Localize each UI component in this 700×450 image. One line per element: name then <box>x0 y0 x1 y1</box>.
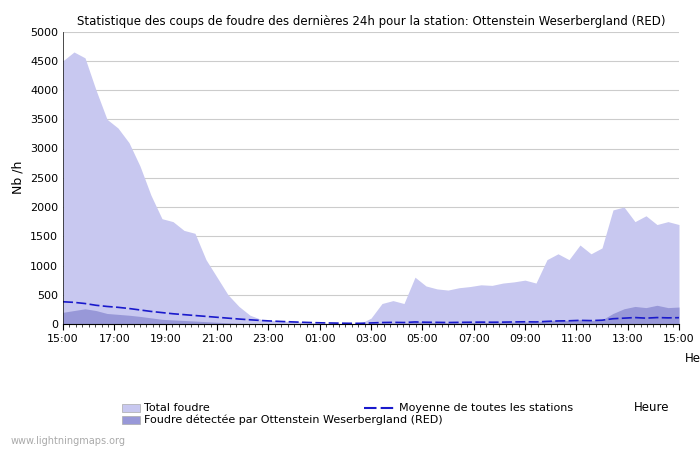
Title: Statistique des coups de foudre des dernières 24h pour la station: Ottenstein We: Statistique des coups de foudre des dern… <box>77 14 665 27</box>
Y-axis label: Nb /h: Nb /h <box>11 161 25 194</box>
Text: Foudre détectée par Ottenstein Weserbergland (RED): Foudre détectée par Ottenstein Weserberg… <box>144 414 442 425</box>
Text: Heure: Heure <box>634 401 669 414</box>
Text: Heure: Heure <box>685 352 700 365</box>
Text: Moyenne de toutes les stations: Moyenne de toutes les stations <box>399 403 573 413</box>
Text: Total foudre: Total foudre <box>144 403 209 413</box>
Text: www.lightningmaps.org: www.lightningmaps.org <box>10 436 125 446</box>
